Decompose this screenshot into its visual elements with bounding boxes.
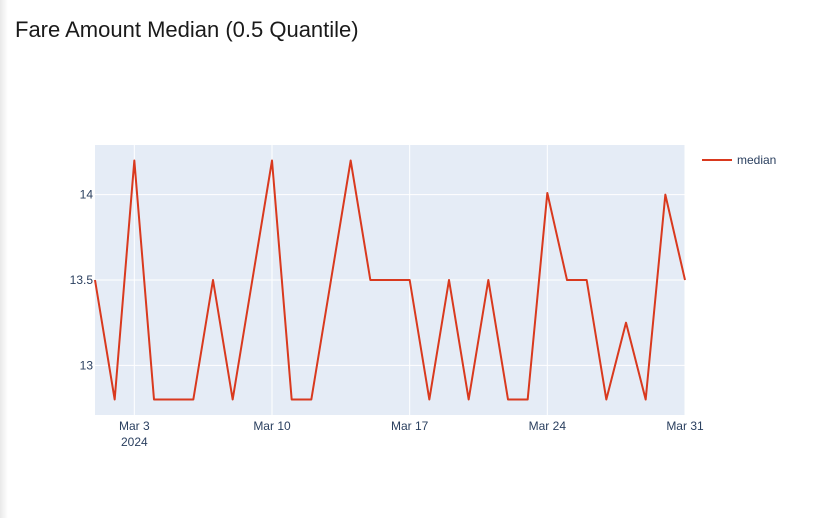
data-point [507, 398, 510, 401]
data-point [349, 159, 352, 162]
data-point [94, 279, 97, 282]
series-layer [94, 159, 687, 401]
x-tick-year-label: 2024 [121, 435, 148, 449]
data-point [153, 398, 156, 401]
data-point [664, 193, 667, 196]
data-point [192, 398, 195, 401]
data-point [310, 398, 313, 401]
data-point [566, 279, 569, 282]
data-point [330, 279, 333, 282]
page-title: Fare Amount Median (0.5 Quantile) [15, 17, 359, 42]
y-tick-label: 13.5 [70, 273, 94, 287]
data-point [172, 398, 175, 401]
x-tick-label: Mar 24 [529, 419, 567, 433]
data-point [467, 398, 470, 401]
data-point [290, 398, 293, 401]
x-tick-label: Mar 10 [253, 419, 291, 433]
data-point [605, 398, 608, 401]
data-point [212, 279, 215, 282]
data-point [526, 398, 529, 401]
series-line-median [94, 159, 686, 401]
legend-label: median [737, 153, 776, 167]
data-point [625, 321, 628, 324]
x-axis-ticks: Mar 3 2024 Mar 10 Mar 17 Mar 24 Mar 31 [119, 419, 704, 449]
data-point [251, 279, 254, 282]
data-point [113, 398, 116, 401]
data-point [487, 279, 490, 282]
data-point [369, 279, 372, 282]
data-point [546, 191, 549, 194]
legend[interactable]: median [702, 153, 776, 167]
data-point [448, 279, 451, 282]
data-point [133, 159, 136, 162]
window-edge-shadow [0, 0, 8, 518]
data-point [644, 398, 647, 401]
data-point [231, 398, 234, 401]
data-point [428, 398, 431, 401]
data-point [684, 279, 687, 282]
data-point [408, 279, 411, 282]
y-axis-ticks: 13 13.5 14 [70, 188, 94, 373]
data-point [585, 279, 588, 282]
x-tick-label: Mar 31 [666, 419, 704, 433]
y-tick-label: 14 [80, 188, 94, 202]
data-point [389, 279, 392, 282]
data-point [271, 159, 274, 162]
x-tick-label: Mar 3 [119, 419, 150, 433]
y-tick-label: 13 [80, 358, 94, 372]
x-tick-label: Mar 17 [391, 419, 429, 433]
